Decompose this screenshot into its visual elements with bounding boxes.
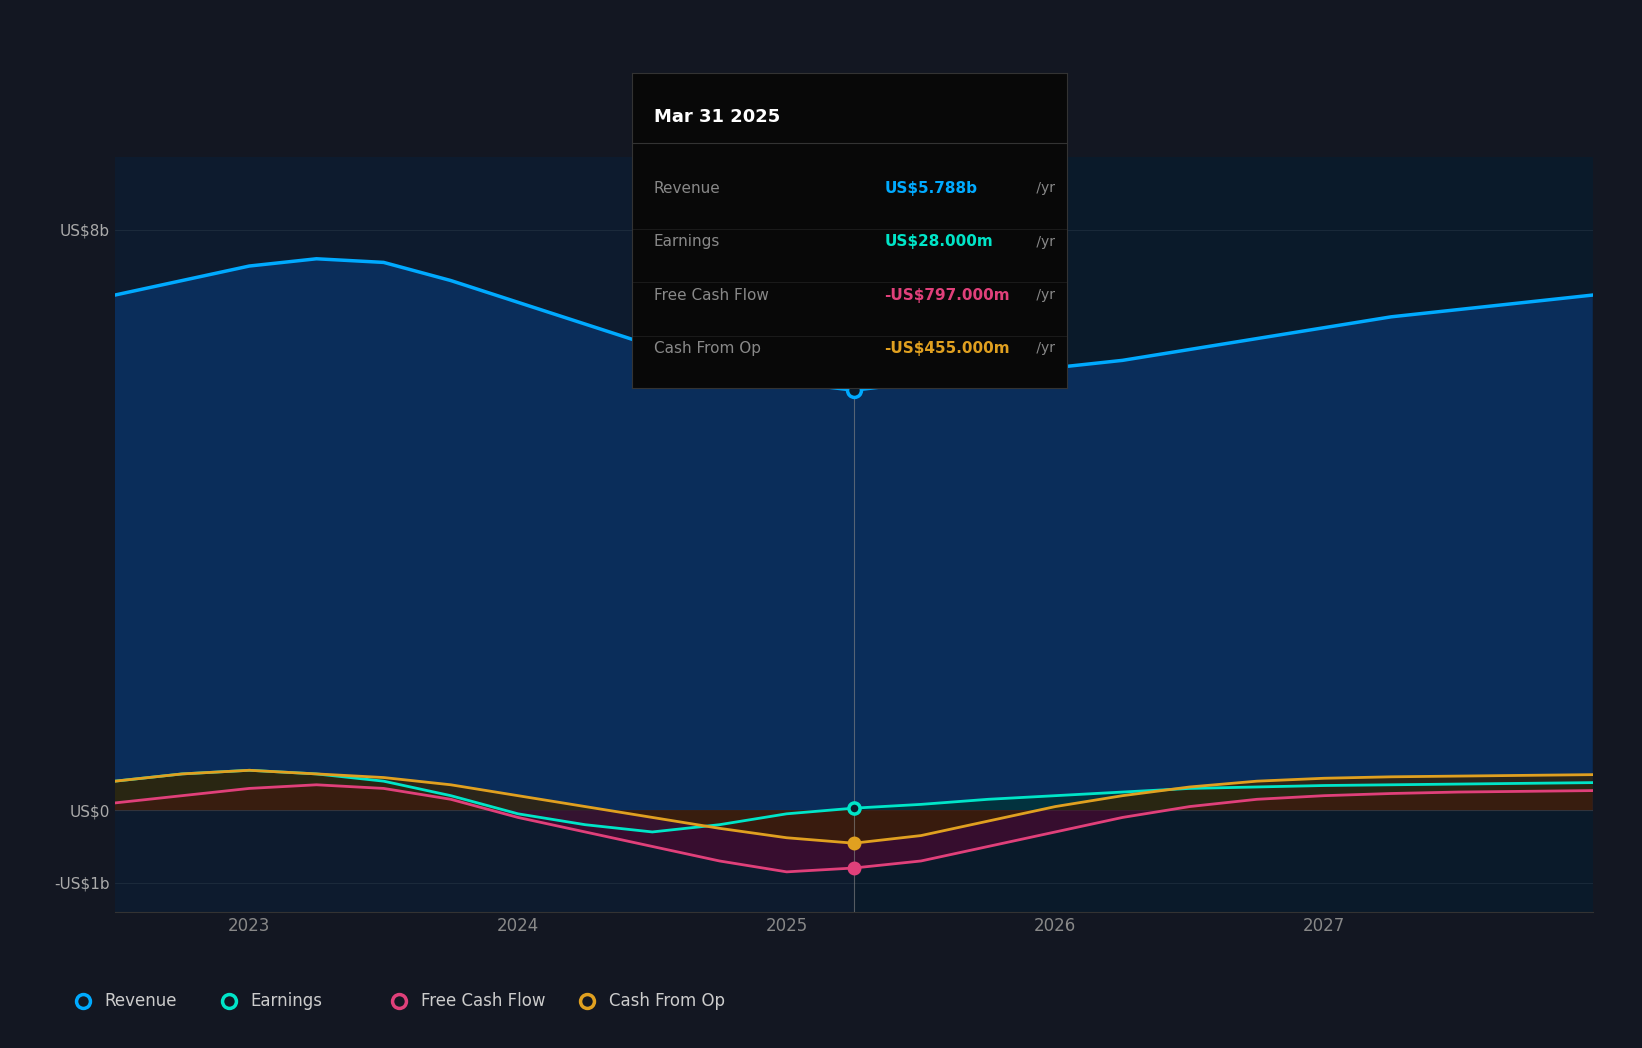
Text: Cash From Op: Cash From Op bbox=[609, 991, 724, 1010]
Text: Earnings: Earnings bbox=[250, 991, 322, 1010]
Text: Past: Past bbox=[796, 182, 841, 201]
Text: Revenue: Revenue bbox=[105, 991, 177, 1010]
Text: US$28.000m: US$28.000m bbox=[885, 234, 993, 249]
Text: /yr: /yr bbox=[1033, 342, 1056, 355]
Text: /yr: /yr bbox=[1033, 235, 1056, 248]
Text: Revenue: Revenue bbox=[654, 180, 721, 196]
Bar bbox=[115, 157, 854, 912]
Text: /yr: /yr bbox=[1033, 288, 1056, 302]
Text: Free Cash Flow: Free Cash Flow bbox=[420, 991, 545, 1010]
Text: Analysts Forecasts: Analysts Forecasts bbox=[867, 182, 1034, 201]
Text: /yr: /yr bbox=[1033, 181, 1056, 195]
Text: Free Cash Flow: Free Cash Flow bbox=[654, 287, 768, 303]
Text: -US$797.000m: -US$797.000m bbox=[885, 287, 1010, 303]
Text: Earnings: Earnings bbox=[654, 234, 721, 249]
Bar bbox=[854, 157, 1593, 912]
Text: Mar 31 2025: Mar 31 2025 bbox=[654, 108, 780, 126]
Text: -US$455.000m: -US$455.000m bbox=[885, 341, 1010, 356]
Text: Cash From Op: Cash From Op bbox=[654, 341, 760, 356]
Text: US$5.788b: US$5.788b bbox=[885, 180, 977, 196]
